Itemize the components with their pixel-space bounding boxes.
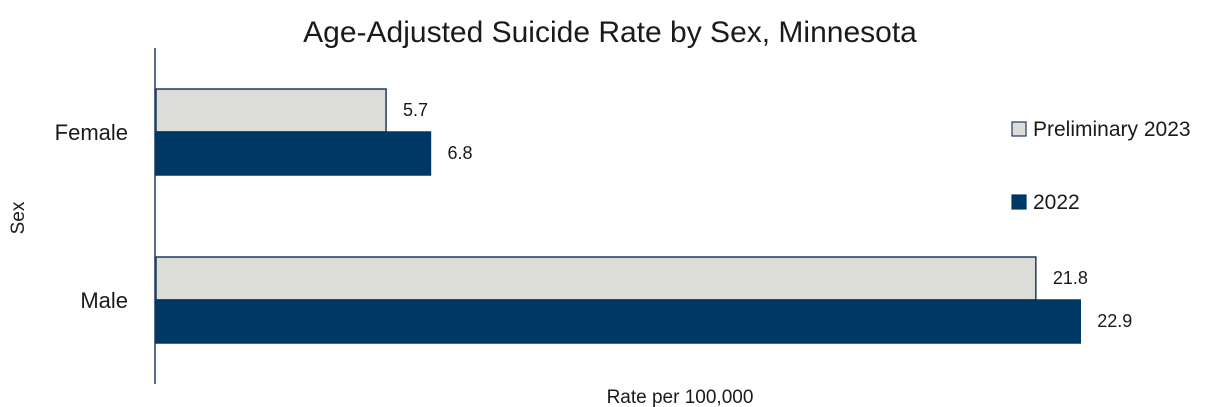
data-label-female-2022: 6.8 — [447, 143, 472, 163]
y-axis-title: Sex — [8, 201, 29, 234]
legend-swatch-2022 — [1011, 194, 1027, 210]
bar-male-2022 — [155, 299, 1081, 344]
data-label-female-preliminary-2023: 5.7 — [403, 100, 428, 120]
data-label-male-2022: 22.9 — [1097, 311, 1132, 331]
legend: Preliminary 2023 2022 — [1011, 118, 1191, 214]
bars-group — [155, 88, 1081, 344]
data-label-male-preliminary-2023: 21.8 — [1053, 268, 1088, 288]
category-labels-group: Female Male — [55, 120, 128, 313]
bar-female-2022 — [155, 131, 432, 176]
bar-female-preliminary-2023 — [155, 88, 387, 133]
category-label-male: Male — [80, 288, 128, 313]
y-axis-title-group: Sex — [8, 201, 29, 234]
category-label-female: Female — [55, 120, 128, 145]
chart-title: Age-Adjusted Suicide Rate by Sex, Minnes… — [303, 16, 917, 49]
legend-swatch-preliminary-2023 — [1011, 121, 1027, 137]
bar-male-preliminary-2023 — [155, 256, 1037, 301]
legend-label-2022: 2022 — [1033, 191, 1080, 214]
data-labels-group: 5.7 6.8 21.8 22.9 — [403, 100, 1132, 331]
x-axis-title: Rate per 100,000 — [607, 387, 754, 407]
legend-label-preliminary-2023: Preliminary 2023 — [1033, 118, 1191, 141]
